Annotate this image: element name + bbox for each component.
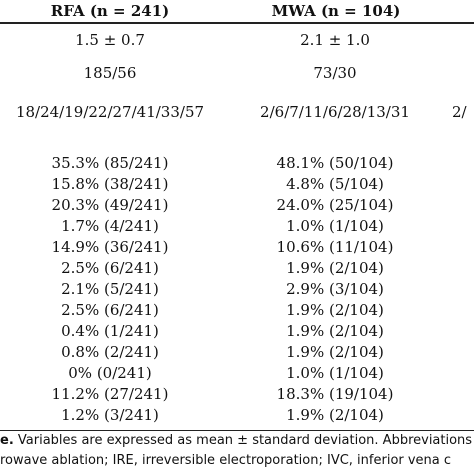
table-cell-mwa: 73/30 (313, 64, 357, 82)
table-cell-mwa: 2.1 ± 1.0 (300, 31, 370, 49)
table-cell-rfa: 0.4% (1/241) (61, 322, 159, 340)
table-cell-rfa: 1.2% (3/241) (61, 406, 159, 424)
table-cell-rfa: 1.5 ± 0.7 (75, 31, 145, 49)
table-cell-mwa: 1.9% (2/104) (286, 322, 384, 340)
table-cell-rfa: 2.5% (6/241) (61, 259, 159, 277)
table-cell-rfa: 0% (0/241) (68, 364, 152, 382)
table-cell-rfa: 2.1% (5/241) (61, 280, 159, 298)
column-header-rfa: RFA (n = 241) (50, 2, 170, 20)
table-cell-rfa: 18/24/19/22/27/41/33/57 (15, 103, 205, 121)
table-cell-rfa: 15.8% (38/241) (51, 175, 169, 193)
table-cell-rfa: 185/56 (83, 64, 137, 82)
table-cell-truncated: 2/ (452, 103, 467, 121)
table-cell-mwa: 1.9% (2/104) (286, 343, 384, 361)
footnote-line-1: e. Variables are expressed as mean ± sta… (0, 433, 472, 448)
table-cell-rfa: 20.3% (49/241) (51, 196, 169, 214)
table-cell-rfa: 0.8% (2/241) (61, 343, 159, 361)
table-cell-mwa: 2.9% (3/104) (286, 280, 384, 298)
table-cell-mwa: 1.9% (2/104) (286, 301, 384, 319)
table-cell-mwa: 1.9% (2/104) (286, 406, 384, 424)
footnote-line-2: rowave ablation; IRE, irreversible elect… (0, 453, 452, 468)
table-cell-mwa: 1.0% (1/104) (286, 217, 384, 235)
table-cell-mwa: 2/6/7/11/6/28/13/31 (260, 103, 410, 121)
table-bottom-rule (0, 430, 474, 431)
table-cell-rfa: 35.3% (85/241) (51, 154, 169, 172)
table-cell-mwa: 24.0% (25/104) (276, 196, 394, 214)
column-header-mwa: MWA (n = 104) (271, 2, 401, 20)
header-rule (0, 22, 474, 24)
table-cell-rfa: 2.5% (6/241) (61, 301, 159, 319)
table-cell-mwa: 18.3% (19/104) (276, 385, 394, 403)
table-cell-rfa: 1.7% (4/241) (61, 217, 159, 235)
table-cell-mwa: 1.9% (2/104) (286, 259, 384, 277)
footnote-label: e. (0, 433, 14, 448)
table-cell-rfa: 14.9% (36/241) (51, 238, 169, 256)
table-cell-mwa: 4.8% (5/104) (286, 175, 384, 193)
table-cell-rfa: 11.2% (27/241) (51, 385, 169, 403)
table-cell-mwa: 10.6% (11/104) (276, 238, 394, 256)
table-cell-mwa: 48.1% (50/104) (276, 154, 394, 172)
footnote-text: Variables are expressed as mean ± standa… (13, 433, 473, 448)
table-cell-mwa: 1.0% (1/104) (286, 364, 384, 382)
